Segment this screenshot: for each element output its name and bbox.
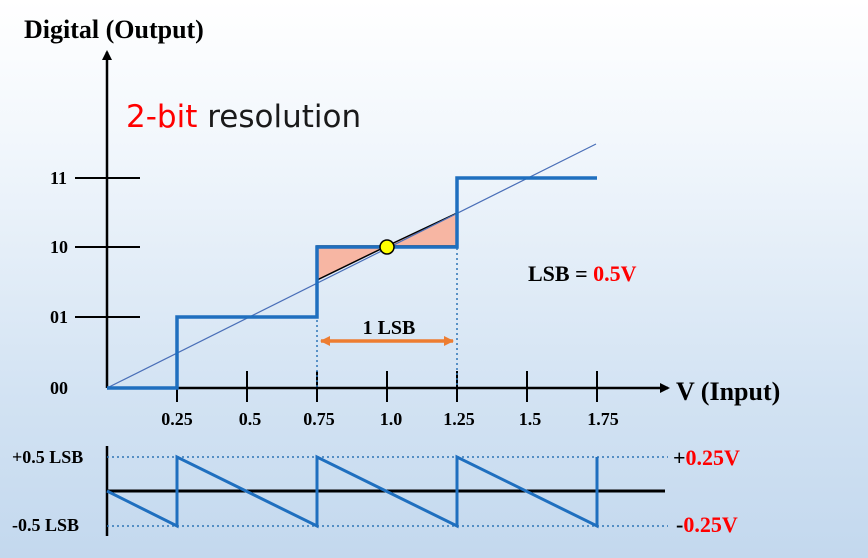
error-plot-bottom-label: -0.5 LSB [12,515,79,535]
x-ticks [176,371,598,402]
lsb-label-value: 0.5V [593,261,637,286]
x-axis-title: V (Input) [676,377,780,406]
subtitle-highlight: 2-bit [126,99,197,135]
x-tick-label-1.25: 1.25 [443,409,475,429]
lsb-label-prefix: LSB = [528,261,593,286]
x-tick-label-0.5: 0.5 [239,409,262,429]
subtitle: 2-bit resolution [126,99,361,135]
y-ticks [75,177,140,318]
x-tick-label-1.5: 1.5 [519,409,542,429]
subtitle-rest: resolution [197,99,361,135]
error-sawtooth-waveform [106,454,599,529]
lsb-label: LSB = 0.5V [528,261,637,286]
x-tick-label-1.0: 1.0 [380,409,403,429]
x-tick-label-1.75: 1.75 [587,409,619,429]
y-tick-label-11: 11 [50,168,67,188]
one-lsb-label: 1 LSB [363,317,416,339]
x-tick-label-0.75: 0.75 [303,409,335,429]
error-plot-min-label: -0.25V [676,512,738,537]
quantization-error-plot [105,446,668,536]
quantization-error-region-left [316,245,388,282]
x-tick-label-0.25: 0.25 [161,409,193,429]
center-point-marker [379,239,395,255]
y-tick-label-00: 00 [50,378,68,398]
error-plot-top-label: +0.5 LSB [12,447,83,467]
y-tick-label-01: 01 [50,307,68,327]
error-plot-max-label: +0.25V [673,445,740,470]
ideal-transfer-line [106,143,597,389]
y-tick-label-10: 10 [50,237,68,257]
y-axis-title: Digital (Output) [24,15,204,44]
quantization-staircase [107,176,597,390]
